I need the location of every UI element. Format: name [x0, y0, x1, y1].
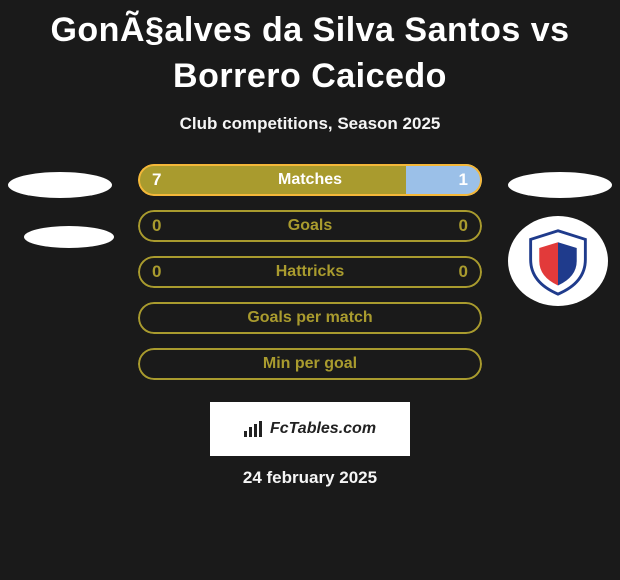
source-label: FcTables.com	[270, 420, 376, 438]
bar-label: Matches	[138, 171, 482, 189]
bar-label: Min per goal	[138, 355, 482, 373]
bar-label: Goals per match	[138, 309, 482, 327]
shield-icon	[522, 225, 594, 297]
bar-value-right: 0	[459, 262, 468, 282]
stat-row: Min per goal	[138, 348, 482, 380]
bar-value-left: 0	[152, 216, 161, 236]
bar-label: Hattricks	[138, 263, 482, 281]
source-badge: FcTables.com	[210, 402, 410, 456]
club-crest-right	[508, 216, 608, 306]
stat-row: Goals per match	[138, 302, 482, 334]
bar-value-left: 0	[152, 262, 161, 282]
bar-value-left: 7	[152, 170, 161, 190]
bar-value-right: 0	[459, 216, 468, 236]
player-left-placeholder-2	[24, 226, 114, 248]
bar-label: Goals	[138, 217, 482, 235]
subtitle: Club competitions, Season 2025	[0, 114, 620, 134]
stat-bars: Matches71Goals00Hattricks00Goals per mat…	[138, 164, 482, 394]
stat-row: Hattricks0 0	[138, 256, 482, 288]
page-title: GonÃ§alves da Silva Santos vs Borrero Ca…	[0, 8, 620, 100]
bar-value-right: 1	[459, 170, 468, 190]
player-right-placeholder	[508, 172, 612, 198]
stat-row: Matches7 1	[138, 164, 482, 196]
root: GonÃ§alves da Silva Santos vs Borrero Ca…	[0, 0, 620, 580]
bar-chart-icon	[244, 421, 264, 437]
date-label: 24 february 2025	[0, 468, 620, 488]
player-left-placeholder-1	[8, 172, 112, 198]
stat-row: Goals0 0	[138, 210, 482, 242]
